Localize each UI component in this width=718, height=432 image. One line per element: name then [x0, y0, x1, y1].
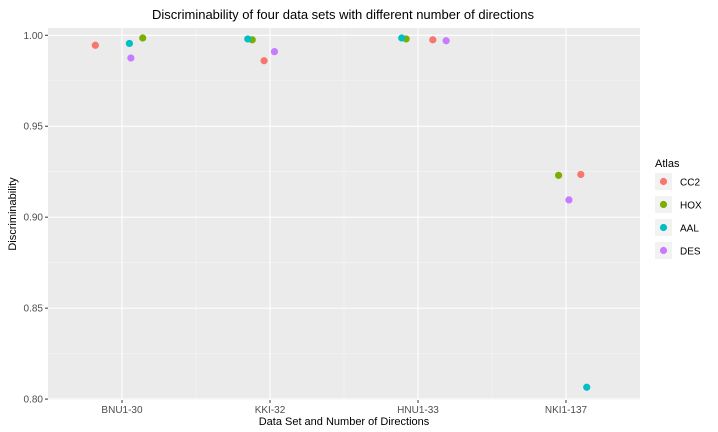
point-hox-bnu1-30 — [139, 34, 147, 42]
legend-label-des: DES — [680, 247, 701, 258]
x-tick-label: NKI1-137 — [545, 405, 588, 416]
point-cc2-hnu1-33 — [429, 36, 437, 44]
y-axis-title: Discriminability — [7, 177, 19, 251]
legend-label-aal: AAL — [680, 224, 699, 235]
y-tick-label: 0.85 — [24, 304, 44, 315]
legend-key-hox — [659, 200, 668, 209]
grid-lines — [48, 28, 640, 400]
point-cc2-nki1-137 — [577, 170, 585, 179]
legend-label-hox: HOX — [680, 201, 702, 212]
legend-key-cc2 — [659, 177, 668, 186]
data-points — [91, 34, 591, 391]
point-des-hnu1-33 — [442, 37, 450, 45]
legend: Atlas CC2 HOX AAL DES — [655, 158, 702, 259]
legend-key-aal — [659, 223, 668, 232]
legend-key-des — [659, 246, 668, 255]
x-axis-title: Data Set and Number of Directions — [259, 416, 430, 428]
point-des-kki-32 — [270, 48, 279, 56]
point-des-nki1-137 — [565, 196, 573, 204]
legend-label-cc2: CC2 — [680, 178, 700, 189]
chart-title: Discriminability of four data sets with … — [152, 7, 534, 22]
point-aal-hnu1-33 — [398, 34, 406, 42]
y-tick-label: 1.00 — [24, 31, 44, 42]
y-tick-label: 0.80 — [24, 395, 44, 406]
x-tick-label: HNU1-33 — [397, 405, 439, 416]
y-tick-label: 0.90 — [24, 213, 44, 224]
y-tick-label: 0.95 — [24, 122, 44, 133]
legend-title: Atlas — [655, 158, 680, 170]
point-cc2-bnu1-30 — [91, 41, 99, 49]
x-tick-label: KKI-32 — [255, 405, 286, 416]
point-aal-kki-32 — [244, 35, 252, 43]
point-hox-nki1-137 — [555, 171, 563, 179]
point-des-bnu1-30 — [127, 54, 135, 62]
point-cc2-kki-32 — [260, 57, 268, 65]
point-aal-nki1-137 — [583, 383, 591, 391]
point-aal-bnu1-30 — [125, 39, 133, 48]
axes: 0.80 0.85 0.90 0.95 1.00 BNU1-30 KKI-32 HNU1-33… — [24, 31, 588, 416]
x-tick-label: BNU1-30 — [101, 405, 143, 416]
